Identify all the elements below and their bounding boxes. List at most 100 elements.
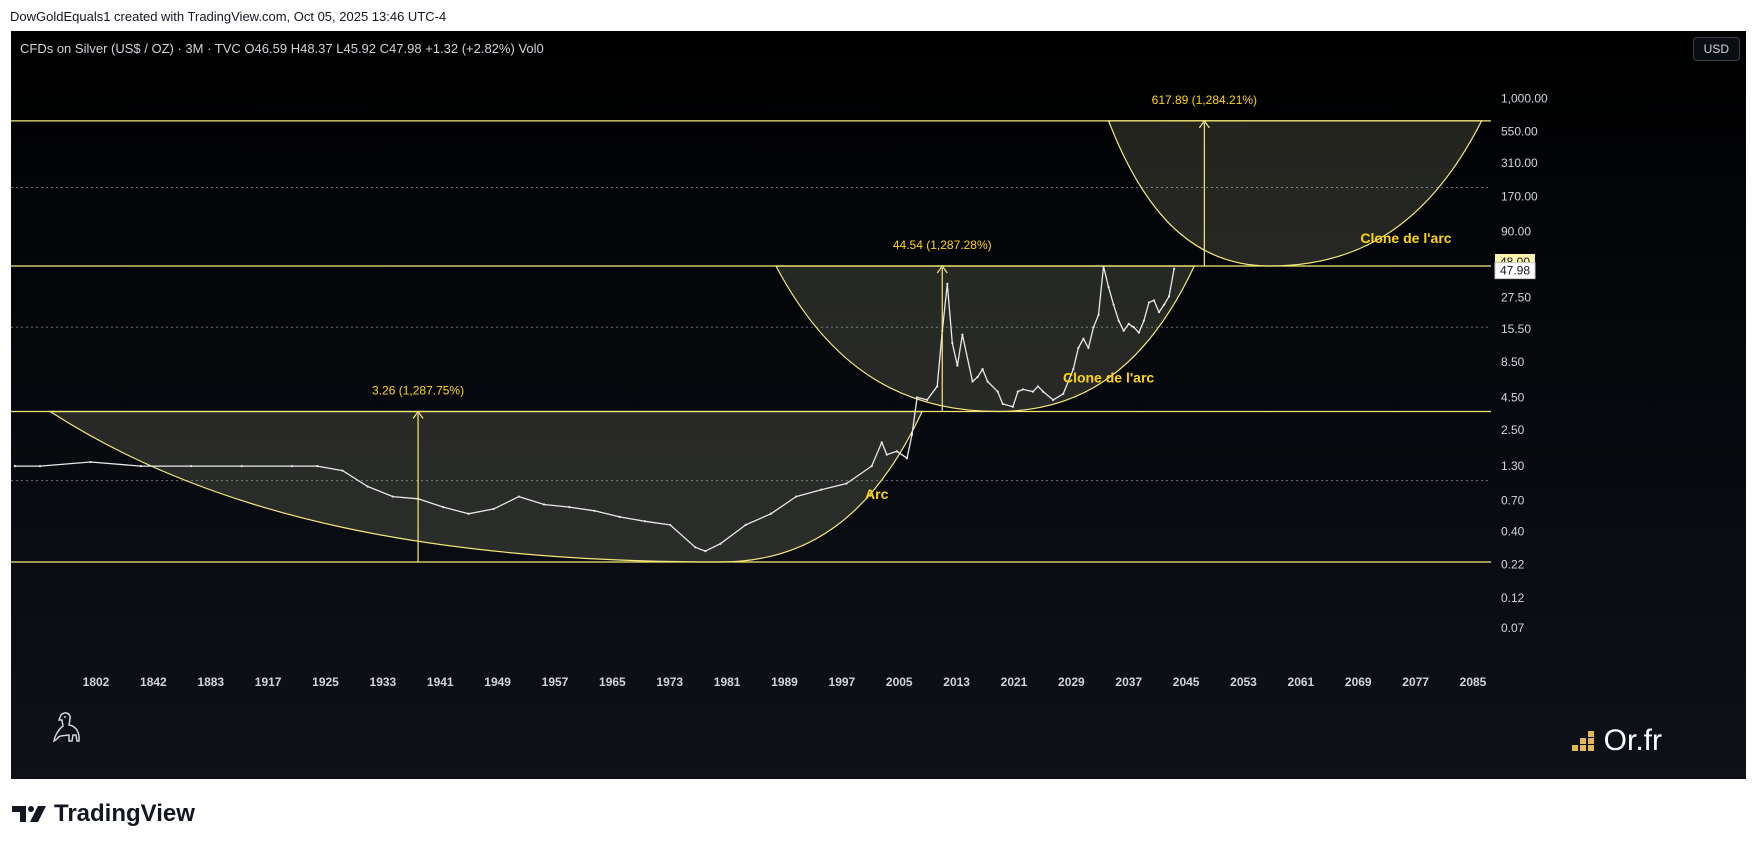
- price-point: [769, 512, 772, 515]
- price-point: [1087, 346, 1090, 350]
- price-point: [870, 465, 873, 468]
- chart-attribution: DowGoldEquals1 created with TradingView.…: [10, 9, 447, 24]
- x-tick-label: 2021: [1001, 675, 1028, 689]
- x-tick-label: 1957: [542, 675, 569, 689]
- price-point: [1147, 301, 1151, 304]
- x-tick-label: 2037: [1115, 675, 1142, 689]
- price-point: [694, 546, 697, 549]
- price-point: [1097, 313, 1100, 316]
- price-point: [1082, 337, 1085, 340]
- price-point: [542, 503, 546, 506]
- x-tick-label: 1925: [312, 675, 339, 689]
- x-tick-label: 1933: [370, 675, 397, 689]
- price-point: [13, 465, 16, 468]
- price-point: [1102, 265, 1105, 268]
- price-point: [366, 485, 369, 488]
- dino-icon: [52, 712, 80, 743]
- price-point: [1142, 319, 1145, 322]
- price-point: [1041, 390, 1045, 393]
- x-tick-label: 1973: [656, 675, 683, 689]
- x-tick-label: 1949: [484, 675, 511, 689]
- price-point: [341, 469, 344, 472]
- price-point: [1117, 319, 1120, 322]
- price-point: [951, 342, 954, 345]
- price-point: [668, 523, 672, 526]
- currency-button[interactable]: USD: [1692, 37, 1740, 61]
- price-point: [956, 364, 959, 367]
- price-point: [1167, 295, 1171, 298]
- arc-label: Arc: [865, 486, 889, 502]
- price-point: [961, 333, 964, 336]
- x-tick-label: 2029: [1058, 675, 1085, 689]
- y-tick-label: 1,000.00: [1501, 91, 1548, 105]
- x-tick-label: 1883: [197, 675, 224, 689]
- x-tick-label: 1981: [714, 675, 741, 689]
- tradingview-logo-icon: [12, 806, 46, 822]
- price-point: [240, 465, 243, 468]
- y-tick-label: 2.50: [1501, 423, 1525, 437]
- watermark-text: Or.fr: [1603, 724, 1662, 757]
- legend-low: L45.92: [336, 41, 377, 56]
- price-point: [885, 453, 888, 456]
- price-point: [316, 465, 319, 468]
- price-point: [139, 465, 142, 468]
- last-price-box: [1494, 262, 1536, 280]
- price-point: [915, 396, 919, 399]
- price-chart[interactable]: 3.26 (1,287.75%) 44.54 (1,287.28%) 617.89 …: [11, 31, 1746, 779]
- y-tick-label: 0.40: [1501, 524, 1525, 538]
- x-tick-label: 2069: [1345, 675, 1372, 689]
- y-tick-label: 1.30: [1501, 459, 1525, 473]
- price-point: [442, 506, 445, 509]
- y-tick-label: 170.00: [1501, 189, 1538, 203]
- measure-label: 3.26 (1,287.75%): [372, 383, 464, 397]
- legend-open: O46.59: [244, 41, 288, 56]
- price-point: [936, 385, 939, 388]
- price-point: [1001, 402, 1004, 406]
- arc-label: Clone de l'arc: [1360, 230, 1451, 246]
- x-tick-label: 2013: [943, 675, 970, 689]
- price-point: [704, 550, 707, 553]
- price-point: [976, 375, 979, 379]
- x-tick-label: 2061: [1288, 675, 1315, 689]
- y-tick-label: 0.22: [1501, 557, 1525, 571]
- last-price-label: 47.98: [1500, 264, 1530, 278]
- y-tick-label: 550.00: [1501, 124, 1538, 138]
- price-point: [1062, 392, 1065, 395]
- price-point: [1072, 368, 1075, 371]
- y-tick-label: 310.00: [1501, 156, 1538, 170]
- legend-volume: Vol0: [518, 41, 544, 56]
- arc-shape: [774, 265, 1196, 413]
- price-point: [492, 507, 495, 511]
- price-point: [820, 488, 823, 491]
- tradingview-logo[interactable]: TradingView: [12, 800, 195, 828]
- y-tick-label: 4.50: [1501, 390, 1525, 404]
- legend-close: C47.98: [379, 41, 422, 56]
- x-tick-label: 2005: [886, 675, 913, 689]
- price-point: [845, 482, 848, 485]
- price-point: [996, 390, 999, 393]
- gold-bars-icon: [1571, 731, 1594, 751]
- price-point: [1021, 388, 1025, 391]
- x-tick-label: 1842: [140, 675, 167, 689]
- price-point: [880, 441, 883, 444]
- price-point: [1132, 326, 1135, 329]
- x-tick-label: 2053: [1230, 675, 1257, 689]
- chart-panel[interactable]: 3.26 (1,287.75%) 44.54 (1,287.28%) 617.89 …: [11, 31, 1746, 779]
- price-point: [1152, 299, 1156, 302]
- price-point: [1157, 311, 1161, 314]
- arc-label: Clone de l'arc: [1063, 369, 1154, 385]
- price-point: [1077, 346, 1080, 350]
- or-fr-watermark: Or.fr: [1571, 724, 1662, 758]
- symbol-legend: CFDs on Silver (US$ / OZ) · 3M · TVC O46…: [20, 41, 544, 56]
- legend-change: +1.32 (+2.82%): [425, 41, 515, 56]
- price-point: [910, 433, 914, 436]
- price-point: [1016, 390, 1019, 393]
- price-point: [1092, 326, 1095, 329]
- price-point: [981, 368, 984, 371]
- x-tick-label: 2085: [1460, 675, 1487, 689]
- y-tick-label: 27.50: [1501, 290, 1531, 304]
- x-tick-label: 1802: [83, 675, 110, 689]
- y-tick-label: 90.00: [1501, 225, 1531, 239]
- price-point: [89, 460, 92, 464]
- price-point: [593, 509, 596, 512]
